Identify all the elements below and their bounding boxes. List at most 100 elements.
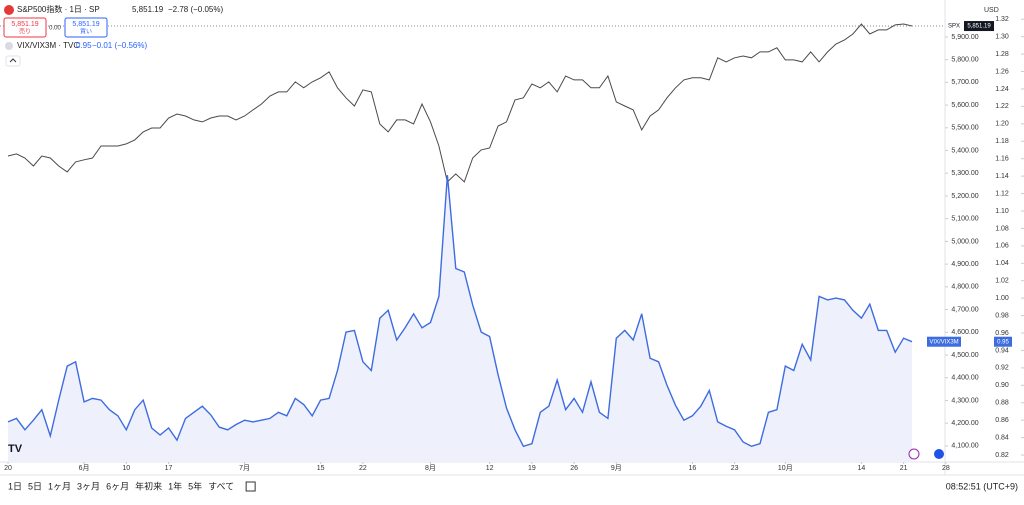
- y-tick-label: 5,900.00: [951, 34, 978, 41]
- overlay-change: −0.01 (−0.56%): [92, 41, 147, 50]
- buy-price[interactable]: 5,851.19: [72, 21, 99, 28]
- series-line: [7, 175, 913, 448]
- y-tick-label: 5,400.00: [951, 147, 978, 154]
- y2-tick-label: 1.30: [995, 34, 1009, 41]
- event-icon[interactable]: [908, 448, 920, 460]
- y-tick-label: 5,600.00: [951, 102, 978, 109]
- x-tick-label: 21: [900, 465, 908, 472]
- overlay-tag-value-bg: [994, 336, 1012, 347]
- overlay-tag-name: VIX/VIX3M: [929, 339, 958, 345]
- buy-button[interactable]: [64, 17, 108, 38]
- overlay-tag-bg: [927, 336, 961, 347]
- y-tick-label: 4,700.00: [951, 306, 978, 313]
- last-price: 5,851.19: [132, 5, 164, 14]
- overlay-last: 0.95: [76, 41, 92, 50]
- range-button[interactable]: 5年: [188, 480, 202, 491]
- price-change: −2.78 (−0.05%): [168, 5, 223, 14]
- y2-tick-label: 1.24: [995, 86, 1009, 93]
- x-tick-label: 17: [165, 465, 173, 472]
- spread: 0.00: [49, 26, 61, 32]
- clock[interactable]: 08:52:51 (UTC+9): [946, 481, 1018, 491]
- x-tick-label: 26: [570, 465, 578, 472]
- range-button[interactable]: 年初来: [135, 480, 162, 491]
- y2-tick-label: 1.28: [995, 51, 1009, 58]
- y-tick-label: 5,500.00: [951, 125, 978, 132]
- y-tick-label: 4,900.00: [951, 261, 978, 268]
- symbol-title: S&P500指数 · 1日 · SP: [17, 4, 100, 14]
- x-tick-label: 7月: [239, 464, 250, 472]
- range-button[interactable]: 1年: [168, 480, 182, 491]
- y-tick-label: 4,800.00: [951, 284, 978, 291]
- y2-tick-label: 0.84: [995, 434, 1009, 441]
- y-tick-label: 4,400.00: [951, 375, 978, 382]
- y2-tick-label: 1.22: [995, 103, 1009, 110]
- range-button[interactable]: 6ヶ月: [106, 481, 129, 491]
- y2-tick-label: 0.96: [995, 330, 1009, 337]
- x-tick-label: 20: [4, 465, 12, 472]
- range-button[interactable]: 1日: [8, 481, 22, 491]
- range-button[interactable]: 3ヶ月: [77, 481, 100, 491]
- y-tick-label: 5,000.00: [951, 238, 978, 245]
- y-tick-label: 4,600.00: [951, 329, 978, 336]
- x-tick-label: 9月: [611, 464, 622, 472]
- y2-tick-label: 1.04: [995, 260, 1009, 267]
- toolbar: 1日 5日 1ヶ月 3ヶ月 6ヶ月 年初来 1年 5年 すべて 08:52:51 (UTC+9): [8, 480, 1018, 492]
- series-tag-name: SPX: [948, 24, 960, 30]
- plot: [0, 23, 945, 462]
- x-tick-label: 10月: [778, 464, 793, 472]
- y2-tick-label: 1.26: [995, 68, 1009, 75]
- date-range-icon[interactable]: [245, 481, 256, 492]
- y-tick-label: 4,300.00: [951, 397, 978, 404]
- symbol-logo: [4, 5, 14, 15]
- sell-button[interactable]: [3, 17, 47, 38]
- y2-tick-label: 0.82: [995, 452, 1009, 459]
- y-tick-label: 4,200.00: [951, 420, 978, 427]
- y2-tick-label: 1.06: [995, 243, 1009, 250]
- series-tag-price: 5,851.19: [967, 24, 991, 30]
- y2-tick-label: 1.18: [995, 138, 1009, 145]
- sell-price[interactable]: 5,851.19: [11, 21, 38, 28]
- y-tick-label: 5,100.00: [951, 216, 978, 223]
- x-tick-label: 23: [731, 465, 739, 472]
- range-button[interactable]: 1ヶ月: [48, 481, 71, 491]
- y2-tick-label: 1.02: [995, 278, 1009, 285]
- y2-tick-label: 1.00: [995, 295, 1009, 302]
- x-tick-label: 6月: [79, 464, 90, 472]
- y2-tick-label: 0.90: [995, 382, 1009, 389]
- x-tick-label: 8月: [425, 464, 436, 472]
- x-tick-label: 22: [359, 465, 367, 472]
- y-tick-label: 4,500.00: [951, 352, 978, 359]
- collapse-button[interactable]: [5, 55, 21, 67]
- overlay-logo: [5, 42, 13, 50]
- y2-tick-label: 0.86: [995, 417, 1009, 424]
- y2-tick-label: 1.32: [995, 16, 1009, 23]
- y2-tick-label: 1.20: [995, 121, 1009, 128]
- overlay-tag-value: 0.95: [997, 339, 1009, 345]
- y2-tick-label: 0.94: [995, 347, 1009, 354]
- x-tick-label: 16: [688, 465, 696, 472]
- currency[interactable]: USD: [984, 7, 999, 14]
- y2-tick-label: 1.12: [995, 190, 1009, 197]
- y2-tick-label: 0.98: [995, 312, 1009, 319]
- tv-logo: TV: [8, 443, 23, 455]
- sell-label[interactable]: 売り: [19, 28, 31, 36]
- y-tick-label: 5,800.00: [951, 57, 978, 64]
- y2-tick-label: 0.92: [995, 365, 1009, 372]
- range-button[interactable]: すべて: [208, 481, 234, 491]
- x-tick-label: 12: [486, 465, 494, 472]
- y-tick-label: 5,700.00: [951, 79, 978, 86]
- collapse-icon: [9, 58, 17, 63]
- range-button[interactable]: 5日: [28, 481, 42, 491]
- y2-tick-label: 1.08: [995, 225, 1009, 232]
- series-area: [8, 175, 912, 462]
- series-line: [7, 23, 913, 183]
- x-tick-label: 10: [122, 465, 130, 472]
- buy-label[interactable]: 買い: [80, 29, 92, 36]
- x-tick-label: 15: [317, 465, 325, 472]
- flag-icon[interactable]: [934, 449, 944, 459]
- x-tick-label: 28: [942, 465, 950, 472]
- y2-tick-label: 1.14: [995, 173, 1009, 180]
- y-tick-label: 4,100.00: [951, 443, 978, 450]
